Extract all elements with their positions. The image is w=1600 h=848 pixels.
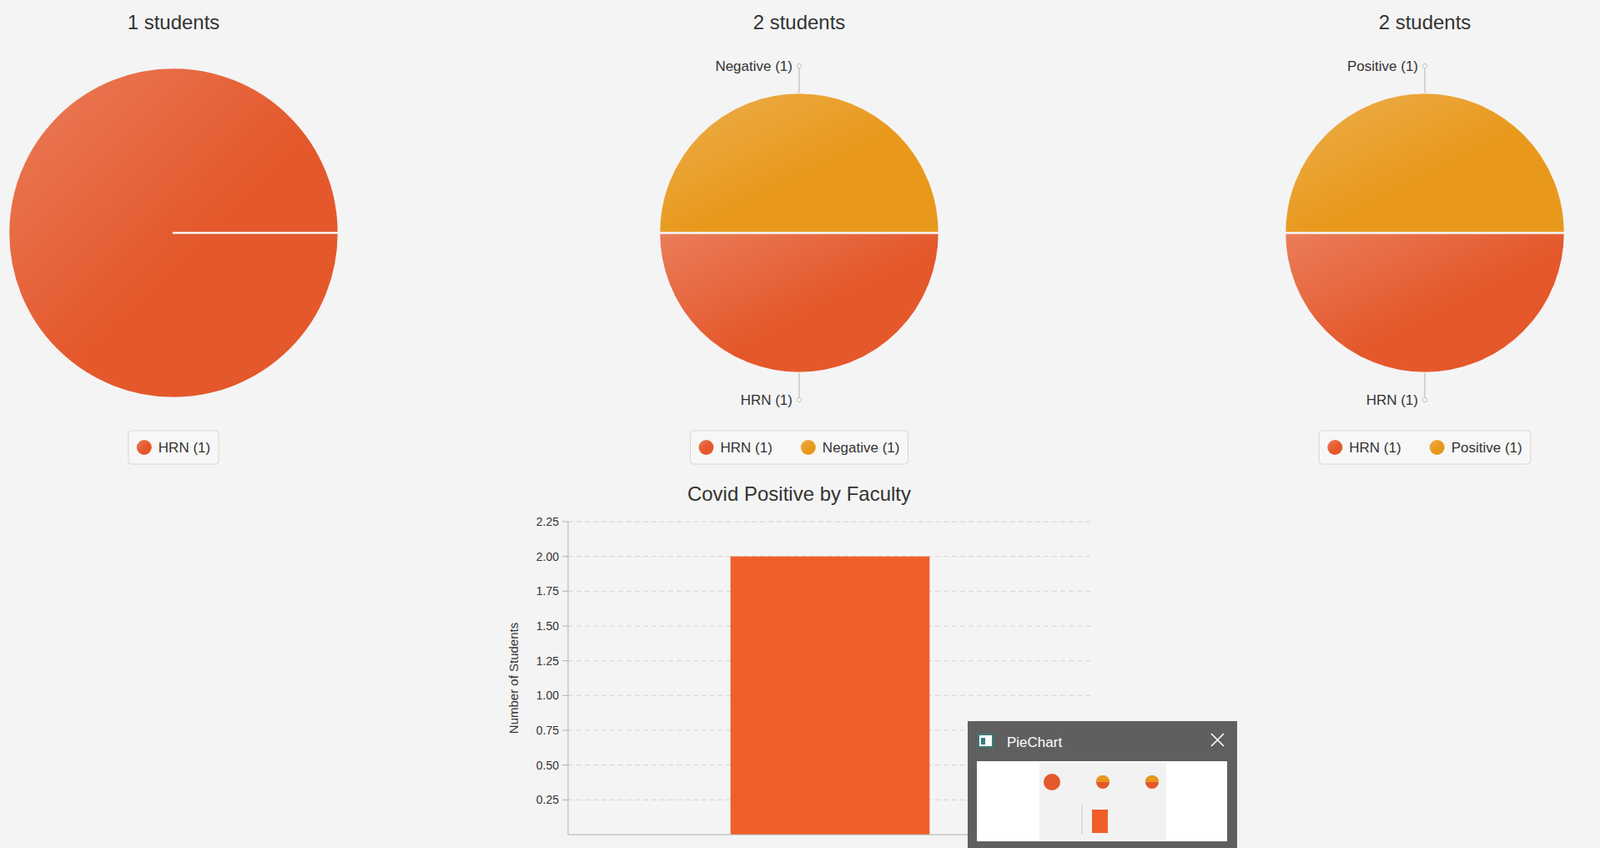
y-tick-label: 2.00 (536, 549, 559, 564)
y-tick-label: 0.75 (536, 723, 559, 737)
preview-thumbnail-bar (1091, 809, 1108, 833)
chart-title: 2 students (753, 10, 846, 34)
preview-thumbnail (976, 760, 1228, 841)
legend-symbol (136, 439, 152, 455)
pie-chart: 2 students HRN (1) Positive (1) HRN (1) Posi… (1284, 10, 1565, 464)
legend-label: HRN (1) (720, 439, 773, 456)
legend-box (690, 430, 909, 464)
chart-title: Covid Positive by Faculty (687, 482, 911, 505)
legend-label: Negative (1) (822, 439, 901, 456)
pie-chart: 2 students HRN (1) Negative (1) HRN (1) Nega… (659, 10, 940, 464)
page: 1 students HRN (1) 2 students HRN (1) Negati… (0, 0, 1600, 848)
chart-title: 1 students (127, 10, 221, 34)
preview-frame (967, 720, 1238, 848)
y-tick-label: 1.50 (536, 618, 559, 633)
label-leader (1423, 65, 1425, 93)
y-tick-label: 1.25 (536, 654, 559, 668)
y-tick (562, 555, 569, 557)
slice-label: HRN (1) (1366, 392, 1419, 408)
legend-symbol (1327, 439, 1343, 455)
legend-symbol (800, 439, 816, 455)
legend: HRN (1) Positive (1) (1318, 430, 1530, 464)
y-tick (562, 729, 569, 731)
legend-box (1318, 430, 1530, 464)
legend-item: HRN (1) (699, 439, 773, 456)
legend-item: Negative (1) (800, 439, 901, 456)
y-tick (562, 521, 569, 523)
y-axis-label: Number of Students (506, 622, 521, 734)
preview-icon (981, 737, 986, 745)
y-tick (562, 625, 569, 627)
legend-item: HRN (1) (136, 439, 211, 456)
y-tick-label: 0.50 (536, 758, 559, 772)
y-tick-label: 2.25 (536, 514, 559, 529)
slice-label: Positive (1) (1347, 58, 1419, 75)
legend: HRN (1) Negative (1) (690, 430, 909, 464)
y-tick (562, 659, 569, 661)
y-tick-label: 1.75 (536, 583, 559, 598)
chart-title: 2 students (1378, 10, 1472, 34)
preview-icon (978, 734, 993, 747)
preview-thumbnail-pie (1096, 774, 1110, 782)
bar (730, 556, 931, 835)
preview-title: PieChart (1006, 734, 1062, 750)
taskbar-preview: PieChart (967, 720, 1238, 848)
pie-slice (1284, 232, 1565, 373)
legend-label: HRN (1) (158, 439, 211, 456)
legend-label: Positive (1) (1451, 439, 1523, 456)
preview-thumbnail-pie (1043, 773, 1061, 790)
grid-line (568, 521, 1092, 523)
preview-close[interactable] (1211, 733, 1224, 746)
legend-box (128, 430, 219, 464)
pie-chart: 1 students HRN (1) (8, 10, 339, 464)
label-leader-dot (797, 64, 802, 69)
legend-item: Positive (1) (1429, 439, 1523, 456)
label-leader (1423, 372, 1425, 400)
y-tick-label: 0.25 (536, 792, 559, 806)
label-leader-dot (1423, 397, 1428, 403)
y-axis-line (568, 521, 569, 835)
label-leader (798, 372, 800, 400)
pie-slice (8, 67, 339, 398)
preview-thumbnail-pie (1096, 774, 1110, 789)
pie-slice (659, 232, 940, 373)
legend: HRN (1) (128, 430, 219, 464)
pie-slice (659, 92, 940, 233)
label-leader-dot (1423, 64, 1428, 69)
bars (730, 556, 931, 835)
slice-label: Negative (1) (714, 58, 793, 75)
pie-slice (1284, 92, 1565, 233)
y-tick-label: 1.00 (536, 688, 559, 702)
legend-symbol (699, 439, 715, 455)
label-leader-dot (797, 397, 802, 403)
preview-thumbnail-page (1039, 762, 1167, 840)
y-tick (562, 694, 569, 696)
preview-thumbnail-pie (1145, 774, 1159, 789)
legend-item: HRN (1) (1327, 439, 1401, 456)
legend-symbol (1429, 439, 1445, 455)
slice-label: HRN (1) (740, 392, 793, 408)
preview-thumbnail-axis (1081, 804, 1083, 834)
label-leader (798, 65, 800, 93)
legend-label: HRN (1) (1348, 439, 1401, 456)
y-tick (562, 590, 569, 592)
y-tick (562, 764, 569, 765)
y-tick (562, 799, 569, 800)
preview-thumbnail-pie (1145, 774, 1159, 782)
